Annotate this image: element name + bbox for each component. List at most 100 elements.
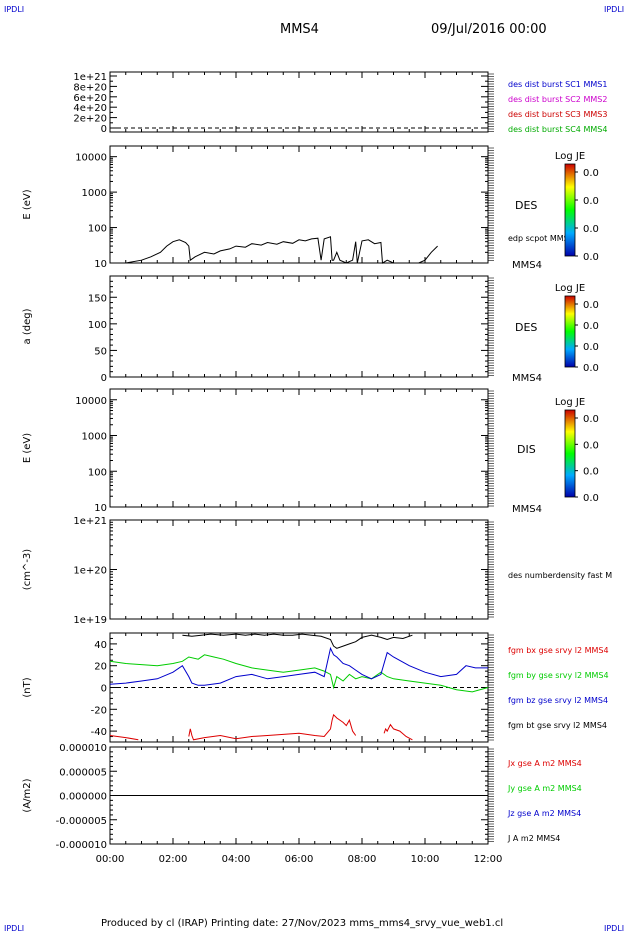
fgm-legend-item: fgm bz gse srvy l2 MMS4	[508, 696, 608, 705]
colorbar-tick-label: 0.0	[583, 493, 599, 504]
fgm-series-line-0	[109, 713, 413, 741]
dis-energy-tick-label: 10000	[75, 396, 107, 407]
density-tick-label: 1e+20	[73, 566, 107, 577]
dis-energy-tick-label: 100	[88, 467, 107, 478]
des-pitch-tick-label: 0	[101, 373, 107, 384]
current-tick-label: 0.000010	[59, 743, 107, 754]
fgm-tick-label: 40	[94, 640, 107, 651]
current-legend-item: J A m2 MMS4	[507, 834, 560, 843]
panel-density-frame	[109, 519, 489, 620]
burst-legend-item: des dist burst SC4 MMS4	[508, 125, 607, 134]
des-energy-tick-label: 1000	[82, 188, 107, 199]
des-pitch-tick-label: 150	[88, 293, 107, 304]
des-energy-tick-label: 10000	[75, 153, 107, 164]
fgm-tick-label: -20	[91, 705, 107, 716]
burst-tick-label: 6e+20	[73, 93, 107, 104]
density-tick-label: 1e+21	[73, 516, 107, 527]
panel-des-energy-frame	[109, 145, 489, 264]
fgm-series-line-3	[182, 633, 413, 649]
current-tick-label: 0.000000	[59, 792, 107, 803]
current-tick-label: -0.000010	[56, 840, 107, 851]
x-tick-label: 08:00	[348, 854, 377, 865]
fgm-tick-label: 20	[94, 662, 107, 673]
des-pitch-side-label: DES	[515, 321, 537, 334]
colorbar	[564, 295, 576, 368]
current-legend-item: Jy gse A m2 MMS4	[507, 784, 582, 793]
current-ylabel: (A/m2)	[22, 778, 33, 812]
des-pitch-tick-label: 100	[88, 320, 107, 331]
colorbar-title: Log JE	[555, 283, 585, 294]
fgm-series-line-1	[109, 654, 489, 693]
colorbar-title: Log JE	[555, 151, 585, 162]
colorbar	[564, 409, 576, 498]
des-energy-side-label: DES	[515, 199, 537, 212]
x-tick-label: 10:00	[411, 854, 440, 865]
current-tick-label: -0.000005	[56, 816, 107, 827]
colorbar-tick-label: 0.0	[583, 440, 599, 451]
footer-text: Produced by cl (IRAP) Printing date: 27/…	[101, 918, 504, 929]
fgm-ylabel: (nT)	[22, 677, 33, 697]
colorbar-tick-label: 0.0	[583, 321, 599, 332]
current-legend-item: Jx gse A m2 MMS4	[507, 759, 582, 768]
density-legend-item: des numberdensity fast M	[508, 571, 612, 580]
burst-tick-label: 8e+20	[73, 82, 107, 93]
colorbar	[564, 163, 576, 257]
x-tick-label: 02:00	[159, 854, 188, 865]
colorbar-tick-label: 0.0	[583, 342, 599, 353]
colorbar-tick-label: 0.0	[583, 196, 599, 207]
des-energy-tick-label: 10	[94, 259, 107, 270]
burst-tick-label: 4e+20	[73, 103, 107, 114]
colorbar-tick-label: 0.0	[583, 252, 599, 263]
fgm-tick-label: 0	[101, 684, 107, 695]
burst-legend-item: des dist burst SC2 MMS2	[508, 95, 607, 104]
fgm-series-line-2	[109, 646, 488, 686]
dis-energy-ylabel: E (eV)	[22, 433, 33, 463]
colorbar-tick-label: 0.0	[583, 300, 599, 311]
x-tick-label: 04:00	[222, 854, 251, 865]
panel-des-pitch-frame	[109, 275, 489, 378]
scpot-line	[110, 236, 438, 264]
corner-label-tr: IPDLI	[604, 5, 625, 14]
colorbar-tick-label: 0.0	[583, 168, 599, 179]
x-tick-label: 00:00	[96, 854, 125, 865]
des-pitch-tick-label: 50	[94, 346, 107, 357]
colorbar-title: Log JE	[555, 397, 585, 408]
fgm-legend-item: fgm bx gse srvy l2 MMS4	[508, 646, 609, 655]
header-spacecraft: MMS4	[280, 22, 319, 37]
panel-dis-energy-frame	[109, 388, 489, 508]
dis-energy-side-label: DIS	[517, 443, 536, 456]
burst-legend-item: des dist burst SC3 MMS3	[508, 110, 607, 119]
density-tick-label: 1e+19	[73, 615, 107, 626]
colorbar-tick-label: 0.0	[583, 363, 599, 374]
corner-label-tl: IPDLI	[4, 5, 25, 14]
dis-energy-tick-label: 10	[94, 503, 107, 514]
fgm-tick-label: -40	[91, 727, 107, 738]
dis-energy-instrument: MMS4	[512, 504, 542, 515]
x-tick-label: 12:00	[474, 854, 503, 865]
density-ylabel: (cm^-3)	[22, 549, 33, 590]
des-energy-tick-label: 100	[88, 224, 107, 235]
burst-tick-label: 0	[101, 124, 107, 135]
scpot-label: edp scpot MMS4	[508, 234, 574, 243]
current-tick-label: 0.000005	[59, 767, 107, 778]
des-pitch-ylabel: a (deg)	[22, 308, 33, 344]
corner-label-br: IPDLI	[604, 924, 625, 933]
des-pitch-instrument: MMS4	[512, 373, 542, 384]
des-energy-ylabel: E (eV)	[22, 189, 33, 219]
panel-burst-frame	[109, 71, 489, 133]
fgm-legend-item: fgm by gse srvy l2 MMS4	[508, 671, 609, 680]
fgm-legend-item: fgm bt gse srvy l2 MMS4	[508, 721, 607, 730]
burst-tick-label: 1e+21	[73, 72, 107, 83]
colorbar-tick-label: 0.0	[583, 414, 599, 425]
colorbar-tick-label: 0.0	[583, 224, 599, 235]
x-tick-label: 06:00	[285, 854, 314, 865]
current-legend-item: Jz gse A m2 MMS4	[507, 809, 581, 818]
colorbar-tick-label: 0.0	[583, 467, 599, 478]
burst-legend-item: des dist burst SC1 MMS1	[508, 80, 607, 89]
des-energy-instrument: MMS4	[512, 260, 542, 271]
header-datetime: 09/Jul/2016 00:00	[431, 22, 547, 37]
dis-energy-tick-label: 1000	[82, 432, 107, 443]
burst-tick-label: 2e+20	[73, 114, 107, 125]
corner-label-bl: IPDLI	[4, 924, 25, 933]
